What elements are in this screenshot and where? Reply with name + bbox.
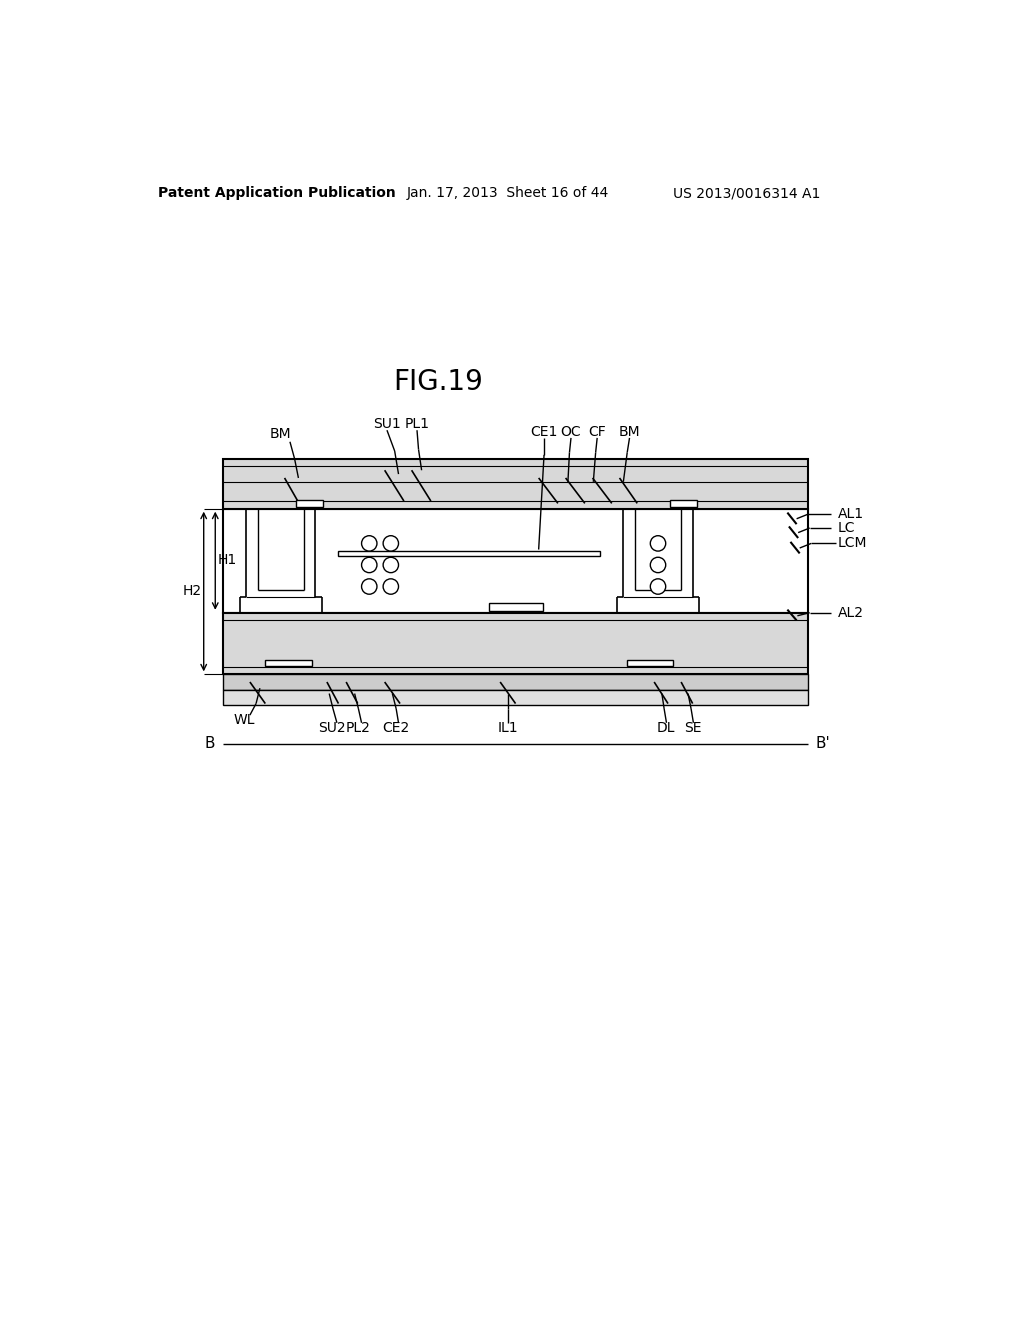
Text: US 2013/0016314 A1: US 2013/0016314 A1 (673, 186, 820, 201)
Text: Patent Application Publication: Patent Application Publication (158, 186, 395, 201)
Bar (339, 552, 600, 557)
Text: OC: OC (561, 425, 582, 438)
Text: AL2: AL2 (838, 606, 863, 619)
Circle shape (383, 557, 398, 573)
Text: IL1: IL1 (498, 721, 518, 735)
Text: DL: DL (656, 721, 675, 735)
Text: Jan. 17, 2013  Sheet 16 of 44: Jan. 17, 2013 Sheet 16 of 44 (407, 186, 609, 201)
Circle shape (383, 578, 398, 594)
Text: PL1: PL1 (404, 417, 429, 432)
Text: SE: SE (684, 721, 701, 735)
Text: CF: CF (589, 425, 606, 438)
Text: BM: BM (618, 425, 640, 438)
Text: CE1: CE1 (530, 425, 558, 438)
Text: PL2: PL2 (346, 721, 371, 735)
Text: LCM: LCM (838, 536, 867, 550)
Text: LC: LC (838, 521, 855, 535)
Text: H2: H2 (182, 585, 202, 598)
Text: FIG.19: FIG.19 (393, 368, 483, 396)
Text: SU2: SU2 (318, 721, 346, 735)
Text: AL1: AL1 (838, 507, 863, 521)
Circle shape (650, 578, 666, 594)
Bar (628, 660, 674, 665)
Text: WL: WL (233, 714, 255, 727)
Circle shape (650, 557, 666, 573)
Bar (670, 499, 696, 507)
Text: SU1: SU1 (373, 417, 400, 432)
Bar (488, 603, 543, 611)
Circle shape (650, 536, 666, 552)
Text: CE2: CE2 (383, 721, 410, 735)
Circle shape (361, 578, 377, 594)
Bar (265, 660, 311, 665)
Text: H1: H1 (217, 553, 237, 568)
Bar (223, 459, 808, 508)
Circle shape (383, 536, 398, 552)
Circle shape (361, 557, 377, 573)
Bar (223, 675, 808, 689)
Bar (223, 508, 808, 612)
Bar (296, 499, 323, 507)
Text: BM: BM (270, 428, 292, 441)
Text: B: B (205, 737, 215, 751)
Bar (223, 612, 808, 675)
Text: B': B' (816, 737, 830, 751)
Bar (223, 690, 808, 705)
Circle shape (361, 536, 377, 552)
